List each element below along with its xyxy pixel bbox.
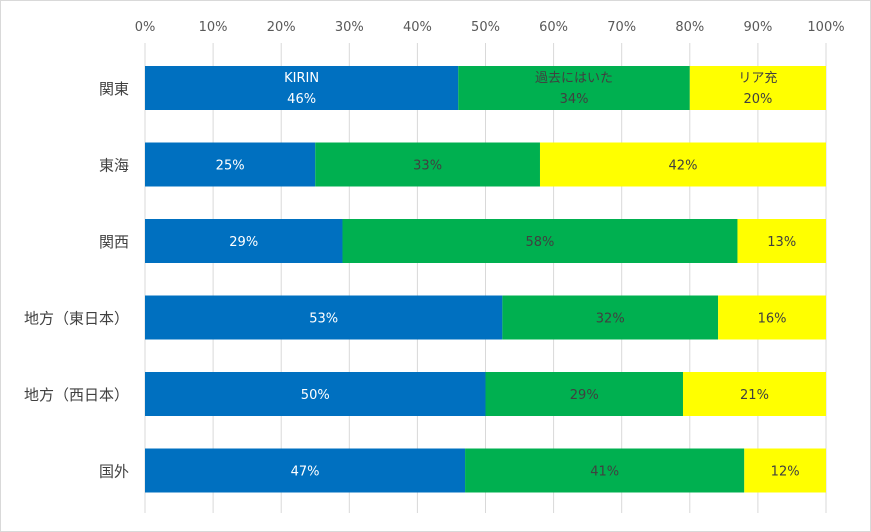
data-labels: KIRIN 46% 過去にはいた 34% リア充 20% 25% 33% 42% 29% 58% 13…: [216, 70, 800, 480]
data-label: 16%: [758, 312, 787, 327]
category-label: 関西: [99, 233, 129, 251]
x-tick-label: 90%: [743, 20, 772, 35]
data-label: 25%: [216, 159, 245, 174]
x-tick-label: 70%: [607, 20, 636, 35]
series-name-label: KIRIN: [284, 71, 319, 86]
bar-segment: [145, 448, 466, 493]
x-tick-label: 40%: [403, 20, 432, 35]
bar-segment: [145, 66, 459, 110]
bar-segment: [737, 219, 826, 263]
data-label: 13%: [767, 235, 796, 250]
series-name-label: 過去にはいた: [535, 71, 613, 86]
x-tick-label: 80%: [675, 20, 704, 35]
bar-segment: [145, 372, 486, 416]
category-label: 地方（西日本）: [24, 386, 129, 404]
bar-segment: [458, 66, 690, 110]
bar-segment: [682, 372, 826, 416]
data-label: 33%: [413, 159, 442, 174]
bar-segment: [718, 295, 826, 340]
data-label: 12%: [771, 465, 800, 480]
data-label: 53%: [309, 312, 338, 327]
bar-segment: [744, 448, 826, 493]
data-label: 29%: [229, 235, 258, 250]
bar-segment: [145, 142, 316, 187]
x-tick-label: 50%: [471, 20, 500, 35]
data-label: 50%: [301, 388, 330, 403]
bar-segment: [485, 372, 683, 416]
x-axis-ticks: 0% 10% 20% 30% 40% 50% 60% 70% 80% 90% 100%: [135, 20, 845, 35]
x-tick-label: 0%: [135, 20, 156, 35]
bar-segment: [465, 448, 745, 493]
x-tick-label: 10%: [199, 20, 228, 35]
category-label: 国外: [99, 463, 129, 481]
bar-segment: [145, 219, 343, 263]
series-name-label: リア充: [738, 70, 777, 86]
category-label: 地方（東日本）: [24, 310, 129, 328]
bar-segment: [689, 66, 826, 110]
data-label: 42%: [669, 159, 698, 174]
data-label: 41%: [590, 465, 619, 480]
data-label: 29%: [570, 388, 599, 403]
x-tick-label: 20%: [267, 20, 296, 35]
data-label: 21%: [740, 388, 769, 403]
data-label: 46%: [287, 92, 316, 107]
bar-segment: [502, 295, 719, 340]
data-label: 58%: [526, 235, 555, 250]
bars: [145, 66, 826, 493]
data-label: 32%: [596, 312, 625, 327]
bar-segment: [145, 295, 503, 340]
category-label: 関東: [99, 80, 129, 98]
data-label: 47%: [291, 465, 320, 480]
gridlines: [144, 43, 827, 513]
bar-segment: [342, 219, 738, 263]
bar-segment: [315, 142, 540, 187]
data-label: 34%: [560, 92, 589, 107]
data-label: 20%: [743, 92, 772, 107]
x-tick-label: 100%: [807, 20, 844, 35]
category-label: 東海: [99, 157, 129, 175]
bar-segment: [539, 142, 826, 187]
x-tick-label: 30%: [335, 20, 364, 35]
x-tick-label: 60%: [539, 20, 568, 35]
